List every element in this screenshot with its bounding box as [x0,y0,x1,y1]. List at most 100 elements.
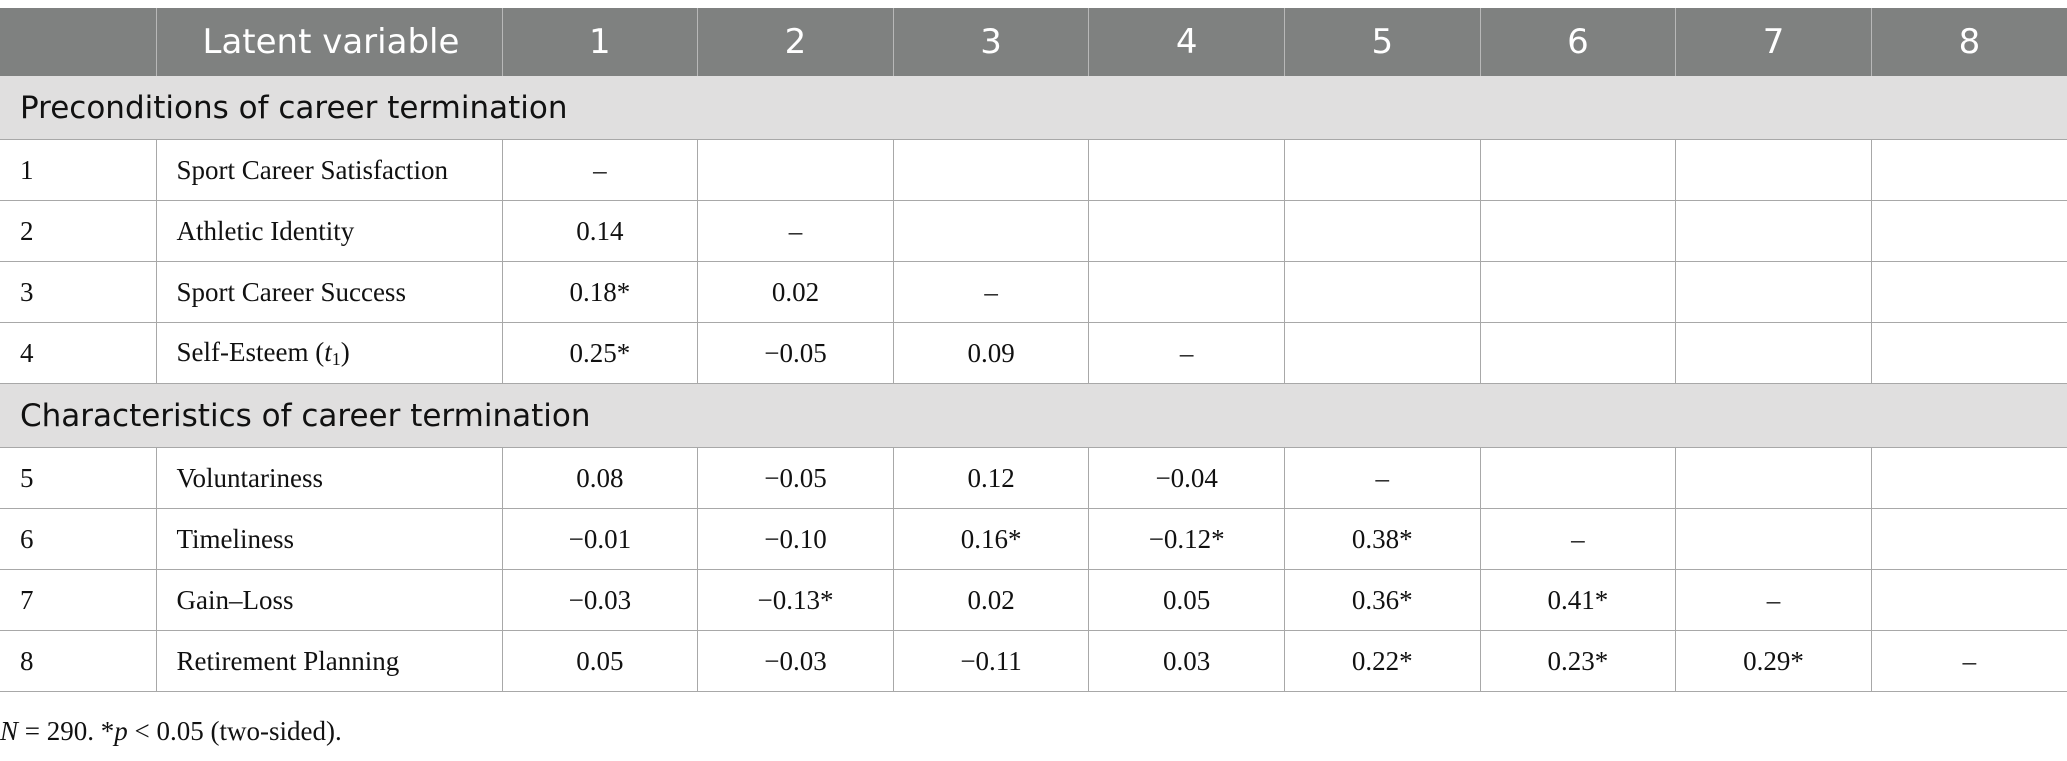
cell: – [502,139,699,201]
cell: −0.13* [697,569,894,631]
cell: – [1675,569,1872,631]
cell [1675,447,1872,509]
cell [1871,139,2067,201]
cell: 0.18* [502,261,699,323]
cell: 0.02 [697,261,894,323]
row-variable-name: Athletic Identity [156,200,503,262]
footnote-p-symbol: p [114,716,128,746]
row-variable-name: Retirement Planning [156,630,503,692]
cell [1675,200,1872,262]
footnote-p-text: < 0.05 (two-sided). [127,716,342,746]
correlation-table: Latent variable 1 2 3 4 5 6 7 8 Precondi… [0,8,2067,692]
cell: – [1088,322,1285,384]
cell: 0.12 [893,447,1090,509]
cell: −0.05 [697,447,894,509]
table-footnote: N = 290. *p < 0.05 (two-sided). [0,716,342,747]
cell: −0.12* [1088,508,1285,570]
cell: – [1284,447,1481,509]
cell [1284,139,1481,201]
cell: 0.09 [893,322,1090,384]
cell: 0.05 [1088,569,1285,631]
cell: – [893,261,1090,323]
cell [1871,508,2067,570]
cell: 0.41* [1480,569,1677,631]
cell: −0.01 [502,508,699,570]
table-row: 4 Self-Esteem (t1) 0.25* −0.05 0.09 – [0,322,2067,384]
row-index: 3 [0,261,157,323]
row-index: 7 [0,569,157,631]
header-latent-variable: Latent variable [156,8,503,76]
cell: – [1480,508,1677,570]
header-col-4: 4 [1088,8,1285,76]
table-row: 2 Athletic Identity 0.14 – [0,200,2067,262]
cell: −0.04 [1088,447,1285,509]
row-variable-name: Voluntariness [156,447,503,509]
cell [1871,569,2067,631]
cell [1284,200,1481,262]
cell: 0.22* [1284,630,1481,692]
header-col-7: 7 [1675,8,1872,76]
table-row: 3 Sport Career Success 0.18* 0.02 – [0,261,2067,323]
row-variable-name: Gain–Loss [156,569,503,631]
row-variable-name: Sport Career Satisfaction [156,139,503,201]
section-title-characteristics: Characteristics of career termination [0,383,2067,448]
cell [1871,322,2067,384]
cell: 0.03 [1088,630,1285,692]
header-col-5: 5 [1284,8,1481,76]
cell: −0.11 [893,630,1090,692]
row-index: 5 [0,447,157,509]
name-subscript: 1 [331,348,341,369]
section-row-characteristics: Characteristics of career termination [0,383,2067,448]
header-col-3: 3 [893,8,1090,76]
header-col-8: 8 [1871,8,2067,76]
cell: 0.02 [893,569,1090,631]
cell [1480,322,1677,384]
row-index: 8 [0,630,157,692]
cell [1088,261,1285,323]
footnote-n-symbol: N [0,716,19,746]
cell [1480,200,1677,262]
cell: −0.05 [697,322,894,384]
cell: −0.03 [502,569,699,631]
row-variable-name: Sport Career Success [156,261,503,323]
row-index: 2 [0,200,157,262]
cell [1871,261,2067,323]
cell [1480,261,1677,323]
cell: 0.38* [1284,508,1481,570]
table-row: 1 Sport Career Satisfaction – [0,139,2067,201]
row-variable-name: Self-Esteem (t1) [156,322,503,384]
cell [1284,322,1481,384]
cell [893,139,1090,201]
name-suffix: ) [340,336,350,367]
cell [1871,447,2067,509]
table-row: 7 Gain–Loss −0.03 −0.13* 0.02 0.05 0.36*… [0,569,2067,631]
name-prefix: Self-Esteem ( [176,336,325,367]
row-index: 6 [0,508,157,570]
cell: 0.16* [893,508,1090,570]
cell [1675,139,1872,201]
cell: – [1871,630,2067,692]
row-index: 4 [0,322,157,384]
header-col-2: 2 [697,8,894,76]
header-col-1: 1 [502,8,699,76]
cell [1871,200,2067,262]
table-row: 6 Timeliness −0.01 −0.10 0.16* −0.12* 0.… [0,508,2067,570]
row-variable-name: Timeliness [156,508,503,570]
cell: 0.36* [1284,569,1481,631]
cell: – [697,200,894,262]
cell: 0.08 [502,447,699,509]
row-index: 1 [0,139,157,201]
cell [697,139,894,201]
cell: 0.23* [1480,630,1677,692]
table-row: 5 Voluntariness 0.08 −0.05 0.12 −0.04 – [0,447,2067,509]
section-title-preconditions: Preconditions of career termination [0,76,2067,140]
cell [1480,447,1677,509]
header-blank [0,8,157,76]
footnote-n-text: = 290. * [18,716,115,746]
cell [1675,261,1872,323]
cell: 0.25* [502,322,699,384]
cell [1284,261,1481,323]
cell: 0.29* [1675,630,1872,692]
cell: 0.05 [502,630,699,692]
name-time-var: t [324,336,332,367]
